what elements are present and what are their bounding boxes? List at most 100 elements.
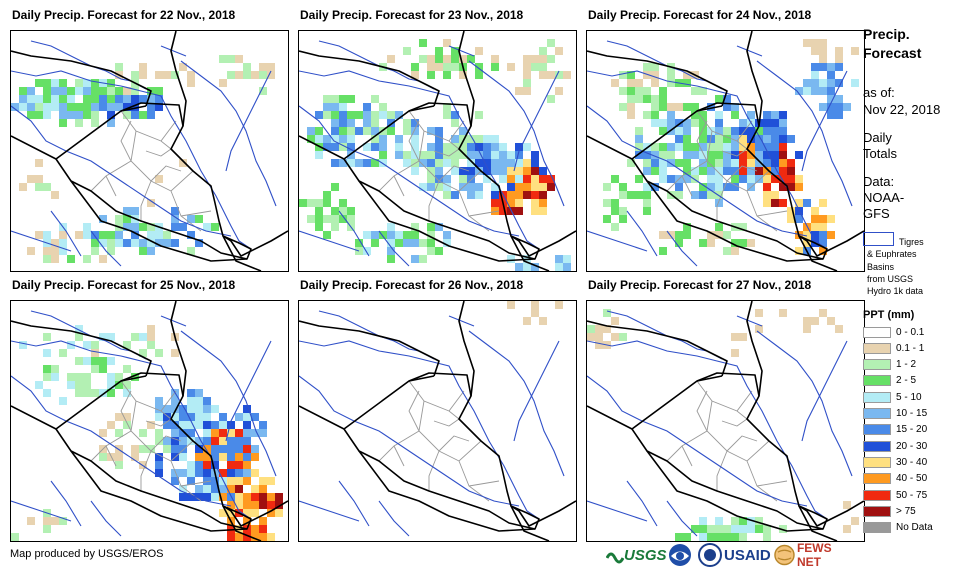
precip-map (586, 300, 865, 542)
map-overlays (11, 301, 288, 541)
legend-label: 2 - 5 (896, 375, 917, 387)
panel-title: Daily Precip. Forecast for 22 Nov., 2018 (12, 8, 236, 22)
map-canvas (299, 31, 576, 271)
basin-label-3: Basins (867, 262, 895, 272)
legend-swatch (863, 408, 891, 419)
credit-text: Map produced by USGS/EROS (10, 548, 164, 560)
legend-label: 0.1 - 1 (896, 342, 925, 354)
precip-grid (11, 325, 283, 541)
precip-map (10, 30, 289, 272)
map-canvas (11, 31, 288, 271)
legend-label: 10 - 15 (896, 408, 928, 419)
map-overlays (11, 31, 288, 271)
legend-row: No Data (863, 521, 933, 535)
data-source: NOAA- (863, 190, 905, 205)
map-overlays (299, 31, 576, 271)
legend-swatch (863, 424, 891, 436)
legend-swatch (863, 489, 891, 501)
daily-label: Daily (863, 130, 892, 145)
usgs-text: USGS (624, 546, 667, 564)
as-of-label: as of: (863, 85, 895, 100)
legend-label: 15 - 20 (896, 424, 928, 436)
legend-row: 1 - 2 (863, 358, 916, 372)
usaid-text: USAID (724, 546, 771, 564)
legend-row: 20 - 30 (863, 439, 927, 453)
legend-label: 40 - 50 (896, 473, 928, 485)
map-canvas (587, 31, 864, 271)
data-label: Data: (863, 174, 895, 189)
map-canvas (11, 301, 288, 541)
map-canvas (587, 301, 864, 541)
forecast-panel-nov-23: Daily Precip. Forecast for 23 Nov., 2018 (298, 8, 577, 272)
panel-title: Daily Precip. Forecast for 24 Nov., 2018 (588, 8, 812, 22)
map-overlays (299, 301, 576, 541)
panel-title: Daily Precip. Forecast for 25 Nov., 2018 (12, 278, 236, 292)
legend-label: 30 - 40 (896, 456, 928, 468)
precip-map (10, 300, 289, 542)
noaa-logo (668, 540, 692, 570)
precip-grid (603, 39, 859, 255)
forecast-panel-nov-25: Daily Precip. Forecast for 25 Nov., 2018 (10, 278, 289, 542)
precip-map (586, 30, 865, 272)
forecast-panel-nov-24: Daily Precip. Forecast for 24 Nov., 2018 (586, 8, 865, 272)
basin-label-5: Hydro 1k data (867, 286, 924, 296)
legend-label: 1 - 2 (896, 359, 917, 371)
usaid-seal-icon (698, 543, 722, 567)
forecast-panel-nov-27: Daily Precip. Forecast for 27 Nov., 2018 (586, 278, 865, 542)
basin-label-4: from USGS (867, 274, 914, 284)
forecast-panel-nov-22: Daily Precip. Forecast for 22 Nov., 2018 (10, 8, 289, 272)
map-overlays (587, 301, 864, 541)
panel-title: Daily Precip. Forecast for 27 Nov., 2018 (588, 278, 812, 292)
legend-row: > 75 (863, 504, 916, 518)
legend-swatch (863, 359, 891, 371)
map-canvas (299, 301, 576, 541)
precip-grid (299, 39, 571, 271)
logo-strip: USGS USAID FEWS NET (606, 540, 856, 570)
precip-grid (587, 309, 859, 541)
legend-sidebar: Precip. Forecast as of: Nov 22, 2018 Dai… (863, 0, 967, 576)
legend-label: > 75 (896, 505, 916, 517)
basin-label-1: Tigres (899, 237, 924, 247)
legend-swatch (863, 326, 891, 338)
legend-label: 50 - 75 (896, 489, 928, 501)
legend-title: PPT (mm) (863, 309, 915, 321)
legend-row: 50 - 75 (863, 488, 927, 502)
map-overlays (587, 31, 864, 271)
precip-map (298, 300, 577, 542)
noaa-seal-icon (669, 544, 691, 566)
legend-swatch (863, 522, 891, 534)
legend-label: 20 - 30 (896, 440, 928, 452)
legend-label: 0 - 0.1 (896, 326, 925, 338)
legend-swatch (863, 440, 891, 452)
legend-swatch (863, 473, 891, 485)
basin-swatch (863, 232, 894, 246)
legend-swatch (863, 375, 891, 387)
usgs-logo: USGS (606, 540, 667, 570)
legend-label: 5 - 10 (896, 391, 922, 403)
legend-row: 40 - 50 (863, 472, 927, 486)
legend-swatch (863, 342, 891, 354)
precip-map (298, 30, 577, 272)
legend-row: 10 - 15 (863, 407, 927, 421)
legend-swatch (863, 391, 891, 403)
panel-title: Daily Precip. Forecast for 23 Nov., 2018 (300, 8, 524, 22)
legend-heading: Precip. (863, 26, 910, 42)
legend-heading-2: Forecast (863, 45, 922, 61)
fews-net-logo: FEWS NET (774, 540, 856, 570)
panel-title: Daily Precip. Forecast for 26 Nov., 2018 (300, 278, 524, 292)
legend-row: 2 - 5 (863, 374, 916, 388)
legend-row: 5 - 10 (863, 390, 922, 404)
data-source-2: GFS (863, 206, 890, 221)
fews-text: FEWS NET (796, 541, 832, 569)
totals-label: Totals (863, 146, 897, 161)
usgs-mark-icon (606, 552, 624, 564)
legend-row: 0.1 - 1 (863, 341, 924, 355)
usaid-logo: USAID (698, 540, 771, 570)
legend-row: 0 - 0.1 (863, 325, 924, 339)
legend-swatch (863, 505, 891, 517)
legend-row: 15 - 20 (863, 423, 927, 437)
precip-grid (507, 301, 563, 325)
legend-swatch (863, 456, 891, 468)
basin-label-2: & Euphrates (867, 249, 917, 259)
as-of-date: Nov 22, 2018 (863, 102, 941, 117)
